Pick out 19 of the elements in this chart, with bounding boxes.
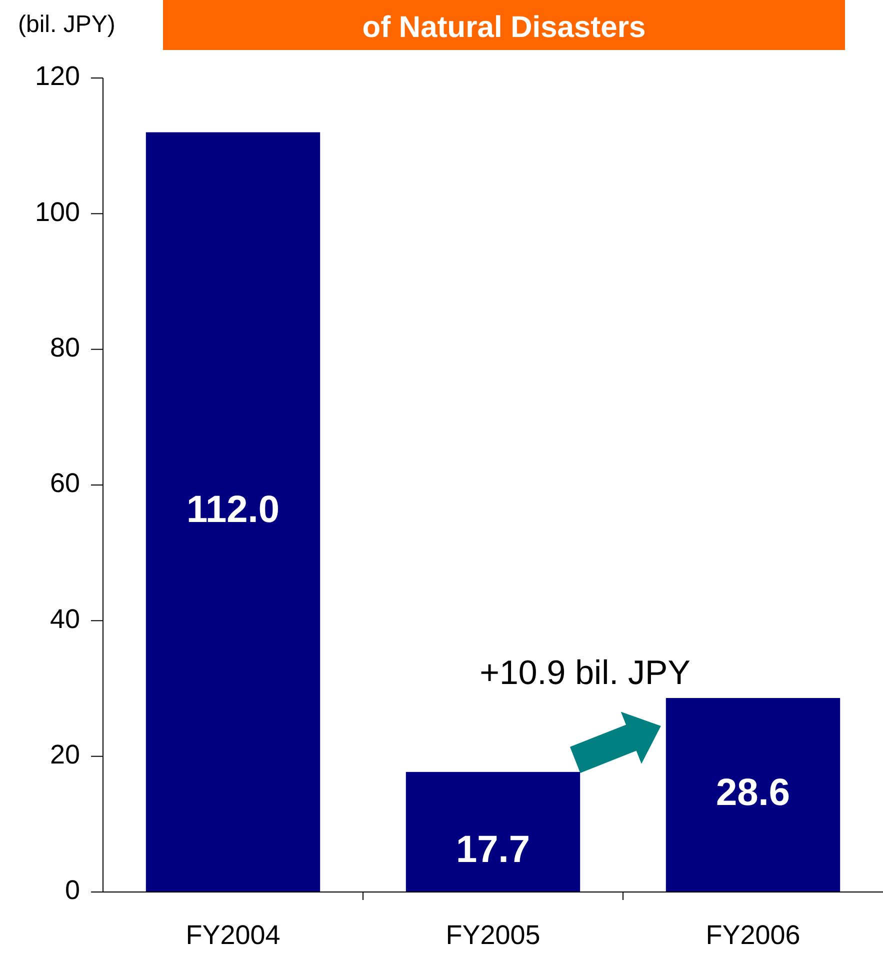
bar bbox=[146, 132, 320, 892]
x-tick-label: FY2004 bbox=[186, 920, 280, 950]
y-tick-label: 40 bbox=[50, 604, 80, 634]
y-tick-label: 0 bbox=[64, 875, 80, 906]
annotation: +10.9 bil. JPY bbox=[480, 654, 690, 692]
y-tick-label: 120 bbox=[34, 61, 80, 92]
chart-title: of Natural Disasters bbox=[362, 11, 646, 44]
data-label: 28.6 bbox=[716, 772, 790, 814]
bar bbox=[406, 772, 580, 892]
data-label: 17.7 bbox=[456, 829, 530, 871]
y-tick-label: 60 bbox=[50, 468, 80, 498]
y-tick-label: 80 bbox=[50, 332, 80, 362]
y-axis-title: (bil. JPY) bbox=[18, 11, 116, 38]
x-tick-label: FY2006 bbox=[706, 920, 800, 950]
y-tick-label: 100 bbox=[34, 196, 80, 227]
bar bbox=[666, 698, 840, 892]
x-tick-label: FY2005 bbox=[446, 920, 540, 950]
y-tick-label: 20 bbox=[50, 739, 80, 770]
data-label: 112.0 bbox=[186, 489, 280, 532]
